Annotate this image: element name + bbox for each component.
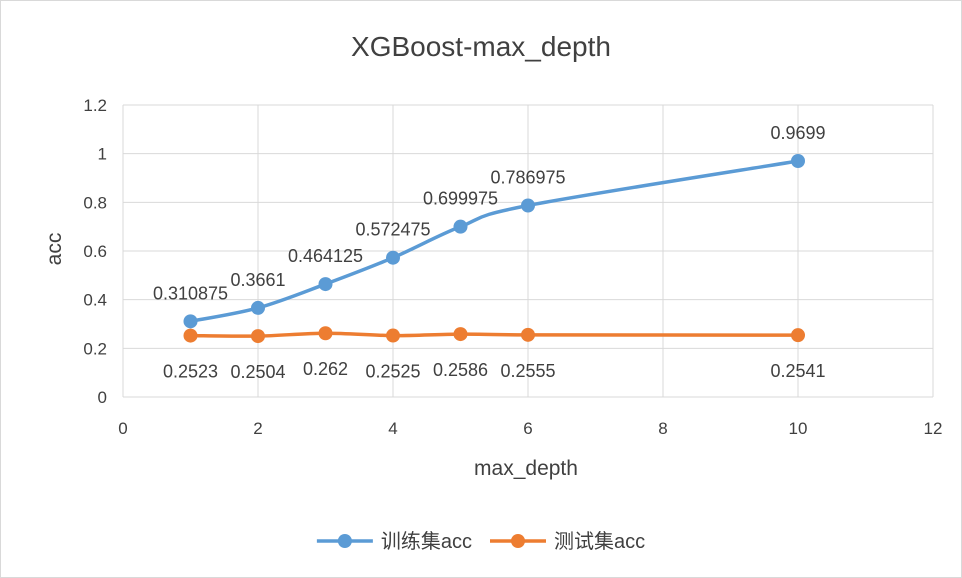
- x-tick-label: 10: [789, 419, 808, 438]
- legend-marker: [337, 534, 352, 548]
- x-axis-label: max_depth: [474, 457, 578, 480]
- data-point: [791, 328, 805, 343]
- legend-label: 训练集acc: [381, 530, 472, 553]
- data-label: 0.464125: [288, 246, 363, 266]
- legend-item-2: 测试集acc: [490, 530, 645, 553]
- y-tick-label: 0: [98, 388, 107, 407]
- x-tick-label: 6: [523, 419, 532, 438]
- data-label: 0.2541: [770, 361, 825, 381]
- data-label: 0.2504: [230, 362, 285, 382]
- series-line: [188, 331, 800, 338]
- y-axis-label: acc: [43, 233, 66, 266]
- data-label: 0.310875: [153, 283, 228, 303]
- data-point: [386, 250, 400, 265]
- data-label: 0.2523: [163, 362, 218, 382]
- gridlines: [122, 104, 934, 398]
- chart-title: XGBoost-max_depth: [351, 31, 611, 62]
- x-tick-label: 0: [118, 419, 127, 438]
- data-label: 0.699975: [423, 189, 498, 209]
- data-point: [521, 198, 535, 213]
- series-2: 0.2523 0.2504 0.262 0.2525 0.2586 0.2555 0.254…: [163, 326, 826, 382]
- y-tick-label: 1.2: [83, 96, 107, 115]
- data-label: 0.262: [303, 359, 348, 379]
- axis-ticks: 0 0.2 0.4 0.6 0.8 1 1.2 0 2 4 6 8 10 12: [83, 96, 942, 438]
- series-1: 0.3108750.36610.4641250.5724750.6999750.…: [153, 123, 826, 329]
- x-tick-label: 12: [924, 419, 943, 438]
- data-label: 0.9699: [770, 123, 825, 143]
- data-label: 0.2525: [365, 362, 420, 382]
- data-point: [386, 328, 400, 343]
- data-point: [453, 219, 468, 234]
- data-point: [318, 277, 333, 292]
- series: 0.3108750.36610.4641250.5724750.6999750.…: [153, 123, 826, 382]
- legend-item-1: 训练集acc: [316, 530, 472, 553]
- legend-marker: [511, 534, 525, 548]
- data-label: 0.3661: [230, 270, 285, 290]
- x-tick-label: 2: [253, 419, 262, 438]
- legend: 训练集acc 测试集acc: [316, 530, 645, 553]
- data-point: [183, 328, 198, 343]
- y-tick-label: 1: [98, 145, 107, 164]
- legend-label: 测试集acc: [554, 530, 645, 553]
- data-point: [521, 327, 535, 342]
- data-label: 0.786975: [490, 168, 565, 188]
- data-point: [791, 153, 805, 168]
- y-tick-label: 0.8: [83, 193, 107, 212]
- data-point: [251, 329, 265, 344]
- y-tick-label: 0.6: [83, 242, 107, 261]
- data-point: [318, 326, 333, 341]
- data-label: 0.572475: [355, 220, 430, 240]
- data-label: 0.2555: [500, 361, 555, 381]
- x-tick-label: 4: [388, 419, 397, 438]
- data-point: [453, 327, 468, 342]
- data-label: 0.2586: [433, 360, 488, 380]
- y-tick-label: 0.2: [83, 339, 107, 358]
- y-tick-label: 0.4: [83, 291, 107, 310]
- data-point: [251, 300, 265, 315]
- x-tick-label: 8: [658, 419, 667, 438]
- data-point: [183, 314, 198, 329]
